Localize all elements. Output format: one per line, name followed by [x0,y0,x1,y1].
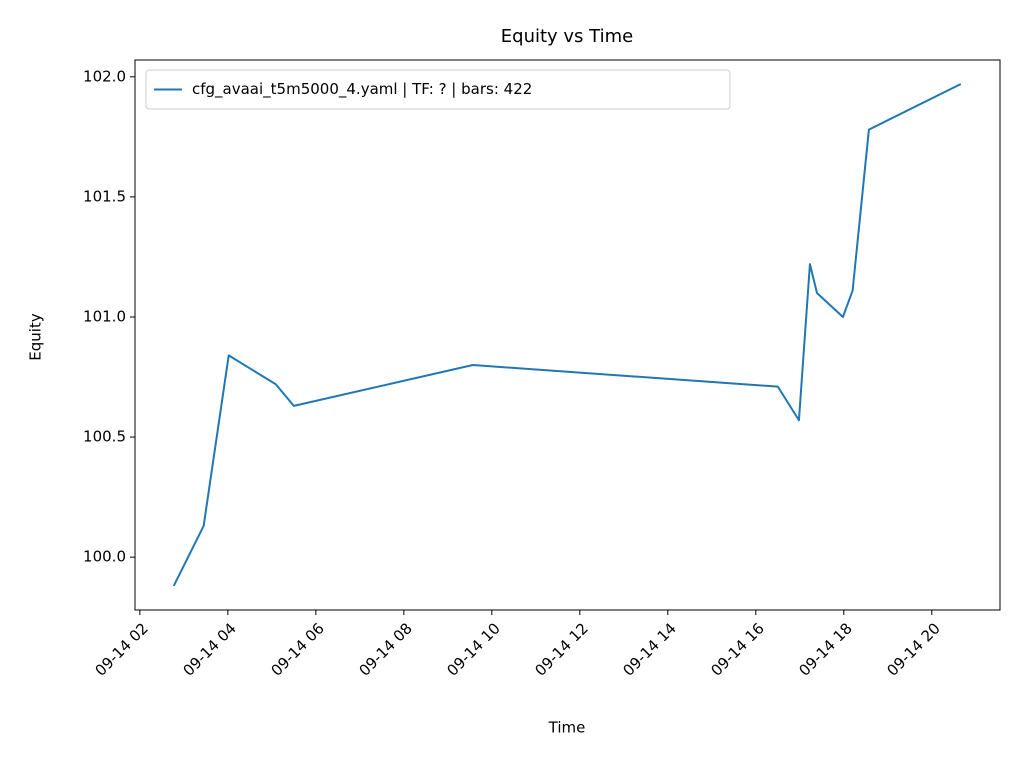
y-axis-label: Equity [27,313,45,361]
y-tick-label: 100.5 [83,428,126,446]
plot-frame [134,59,1001,611]
legend-label: cfg_avaai_t5m5000_4.yaml | TF: ? | bars:… [192,80,532,99]
y-tick-label: 100.0 [83,548,126,566]
chart-title: Equity vs Time [501,26,633,47]
legend-box [145,69,731,110]
y-tick-label: 102.0 [83,67,126,85]
series-line [172,83,962,587]
y-tick-label: 101.5 [83,187,126,205]
x-axis-label: Time [548,719,586,737]
y-tick-label: 101.0 [83,307,126,325]
